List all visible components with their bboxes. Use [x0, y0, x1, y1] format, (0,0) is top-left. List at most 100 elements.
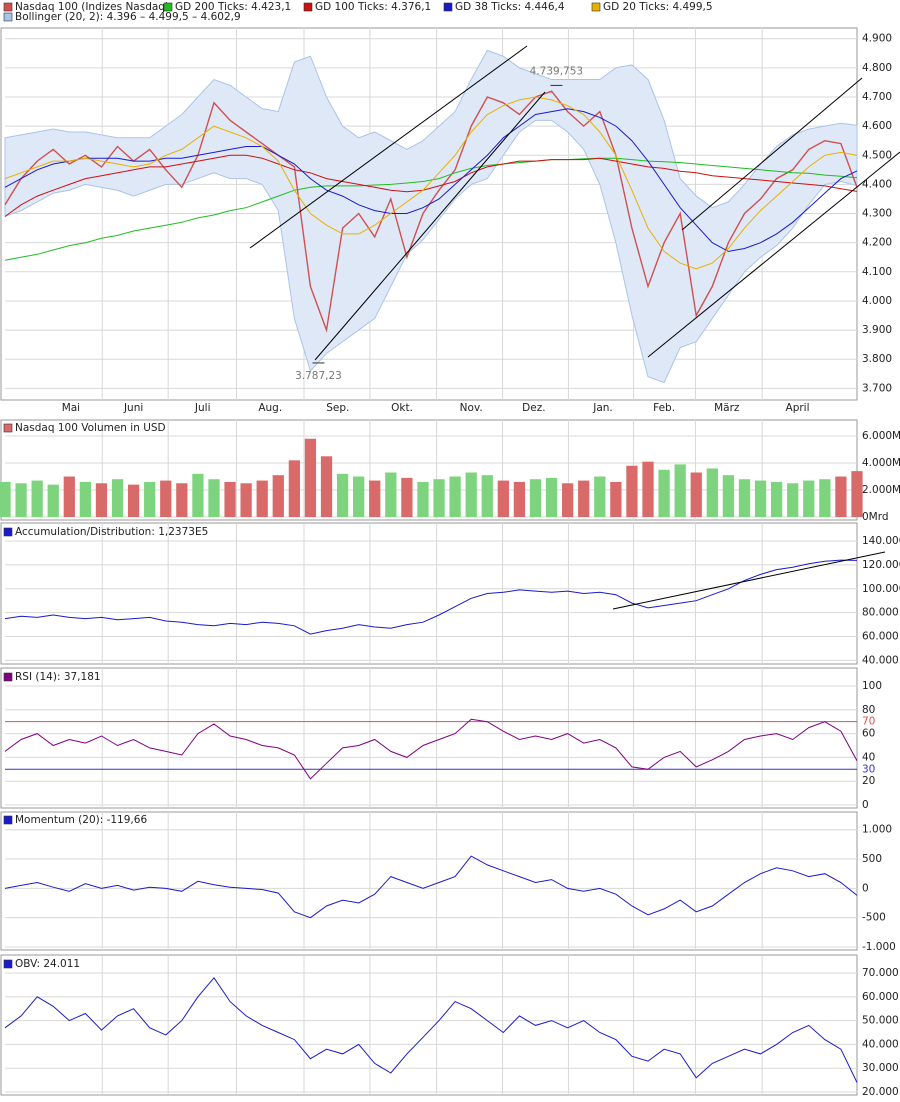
volume-bar [353, 476, 365, 517]
volume-bar [690, 472, 702, 517]
volume-bar [401, 477, 413, 517]
volume-bar [819, 479, 831, 517]
volume-bar [47, 484, 59, 517]
y-tick-label: 1.000 [862, 824, 892, 836]
series-line [4, 718, 858, 780]
y-tick-label: 4.400 [862, 178, 892, 190]
volume-bar [369, 480, 381, 517]
volume-bar [610, 481, 622, 517]
y-tick-label: 2.000Mrd [862, 484, 900, 496]
y-tick-label: 140.000 [862, 535, 900, 547]
y-tick-label: 3.900 [862, 324, 892, 336]
reference-label: 70 [862, 716, 875, 728]
legend-swatch [303, 2, 313, 12]
volume-bar [513, 481, 526, 517]
x-tick-label: Okt. [391, 402, 413, 414]
series-line [4, 108, 858, 252]
volume-bar [288, 460, 300, 517]
y-tick-label: 4.300 [862, 208, 892, 220]
volume-bar [642, 461, 654, 517]
y-tick-label: 0 [862, 882, 869, 894]
y-tick-label: 70.000 [862, 967, 899, 979]
legend-swatch [3, 527, 13, 537]
annotation-label: 3.787,23 [295, 370, 342, 382]
volume-bar [433, 479, 445, 517]
y-tick-label: 50.000 [862, 1015, 899, 1027]
y-tick-label: 20 [862, 775, 875, 787]
series-line [4, 559, 858, 635]
volume-bar [465, 472, 477, 517]
y-tick-label: 60.000 [862, 991, 899, 1003]
volume-bar [144, 481, 156, 517]
panel-frame [0, 419, 858, 521]
volume-bar [31, 480, 43, 517]
legend-label: Momentum (20): -119,66 [15, 814, 147, 826]
panel-frame [0, 522, 858, 665]
legend-swatch [163, 2, 173, 12]
y-tick-label: -1.000 [862, 941, 896, 953]
y-tick-label: 40 [862, 751, 875, 763]
x-tick-label: Juni [123, 402, 143, 414]
y-tick-label: 4.600 [862, 120, 892, 132]
volume-bar [803, 480, 815, 517]
x-tick-label: Jan. [592, 402, 613, 414]
y-tick-label: 4.000 [862, 295, 892, 307]
y-tick-label: 120.000 [862, 559, 900, 571]
x-tick-label: März [714, 402, 740, 414]
volume-bar [160, 480, 172, 517]
volume-bar [545, 477, 558, 517]
y-tick-label: 4.700 [862, 91, 892, 103]
x-tick-label: Feb. [653, 402, 675, 414]
trend-line [681, 77, 863, 231]
trend-line [647, 151, 900, 358]
volume-bar [0, 481, 11, 517]
volume-bar [176, 483, 188, 517]
volume-bar [127, 484, 140, 517]
volume-bar [722, 475, 735, 517]
y-tick-label: 40.000 [862, 654, 899, 666]
reference-label: 30 [862, 763, 875, 775]
y-tick-label: 100.000 [862, 583, 900, 595]
legend-label: GD 38 Ticks: 4.446,4 [455, 1, 565, 13]
volume-bar [754, 480, 767, 517]
volume-bar [626, 465, 638, 517]
volume-bar [240, 483, 252, 517]
front-layer: 3.700 3.800 3.900 4.000 4.100 4.200 4.300 4.400… [3, 1, 900, 1098]
volume-bar [562, 483, 574, 517]
legend-label: Accumulation/Distribution: 1,2373E5 [15, 526, 208, 538]
mid-layer [0, 49, 863, 1083]
y-tick-label: 60.000 [862, 631, 899, 643]
y-tick-label: 80.000 [862, 607, 899, 619]
volume-bar [529, 479, 542, 517]
legend-label: Nasdaq 100 (Indizes Nasdaq) [15, 1, 169, 13]
y-tick-label: 4.800 [862, 62, 892, 74]
y-tick-label: 4.100 [862, 266, 892, 278]
legend-swatch [3, 423, 13, 433]
legend-label: OBV: 24.011 [15, 958, 80, 970]
volume-bar [320, 456, 333, 517]
volume-bar [594, 476, 606, 517]
y-tick-label: 60 [862, 728, 875, 740]
panel-frame [0, 954, 858, 1096]
trend-line [612, 551, 886, 610]
volume-bar [385, 472, 397, 517]
volume-bar [674, 464, 686, 517]
volume-bar [417, 481, 429, 517]
volume-bar [208, 479, 220, 517]
volume-bar [449, 476, 461, 517]
volume-bar [787, 483, 799, 517]
y-tick-label: 0Mrd [862, 511, 889, 523]
volume-bar [770, 481, 783, 517]
series-line [4, 90, 858, 333]
legend-label: GD 20 Ticks: 4.499,5 [603, 1, 713, 13]
legend-label: RSI (14): 37,181 [15, 671, 101, 683]
x-tick-label: Mai [62, 402, 80, 414]
legend-swatch [3, 12, 13, 22]
legend-label: GD 100 Ticks: 4.376,1 [315, 1, 431, 13]
panel-frame [0, 811, 858, 951]
volume-bar [304, 438, 317, 517]
series-line [4, 157, 858, 261]
series-line [4, 96, 858, 270]
x-tick-label: Juli [194, 402, 211, 414]
